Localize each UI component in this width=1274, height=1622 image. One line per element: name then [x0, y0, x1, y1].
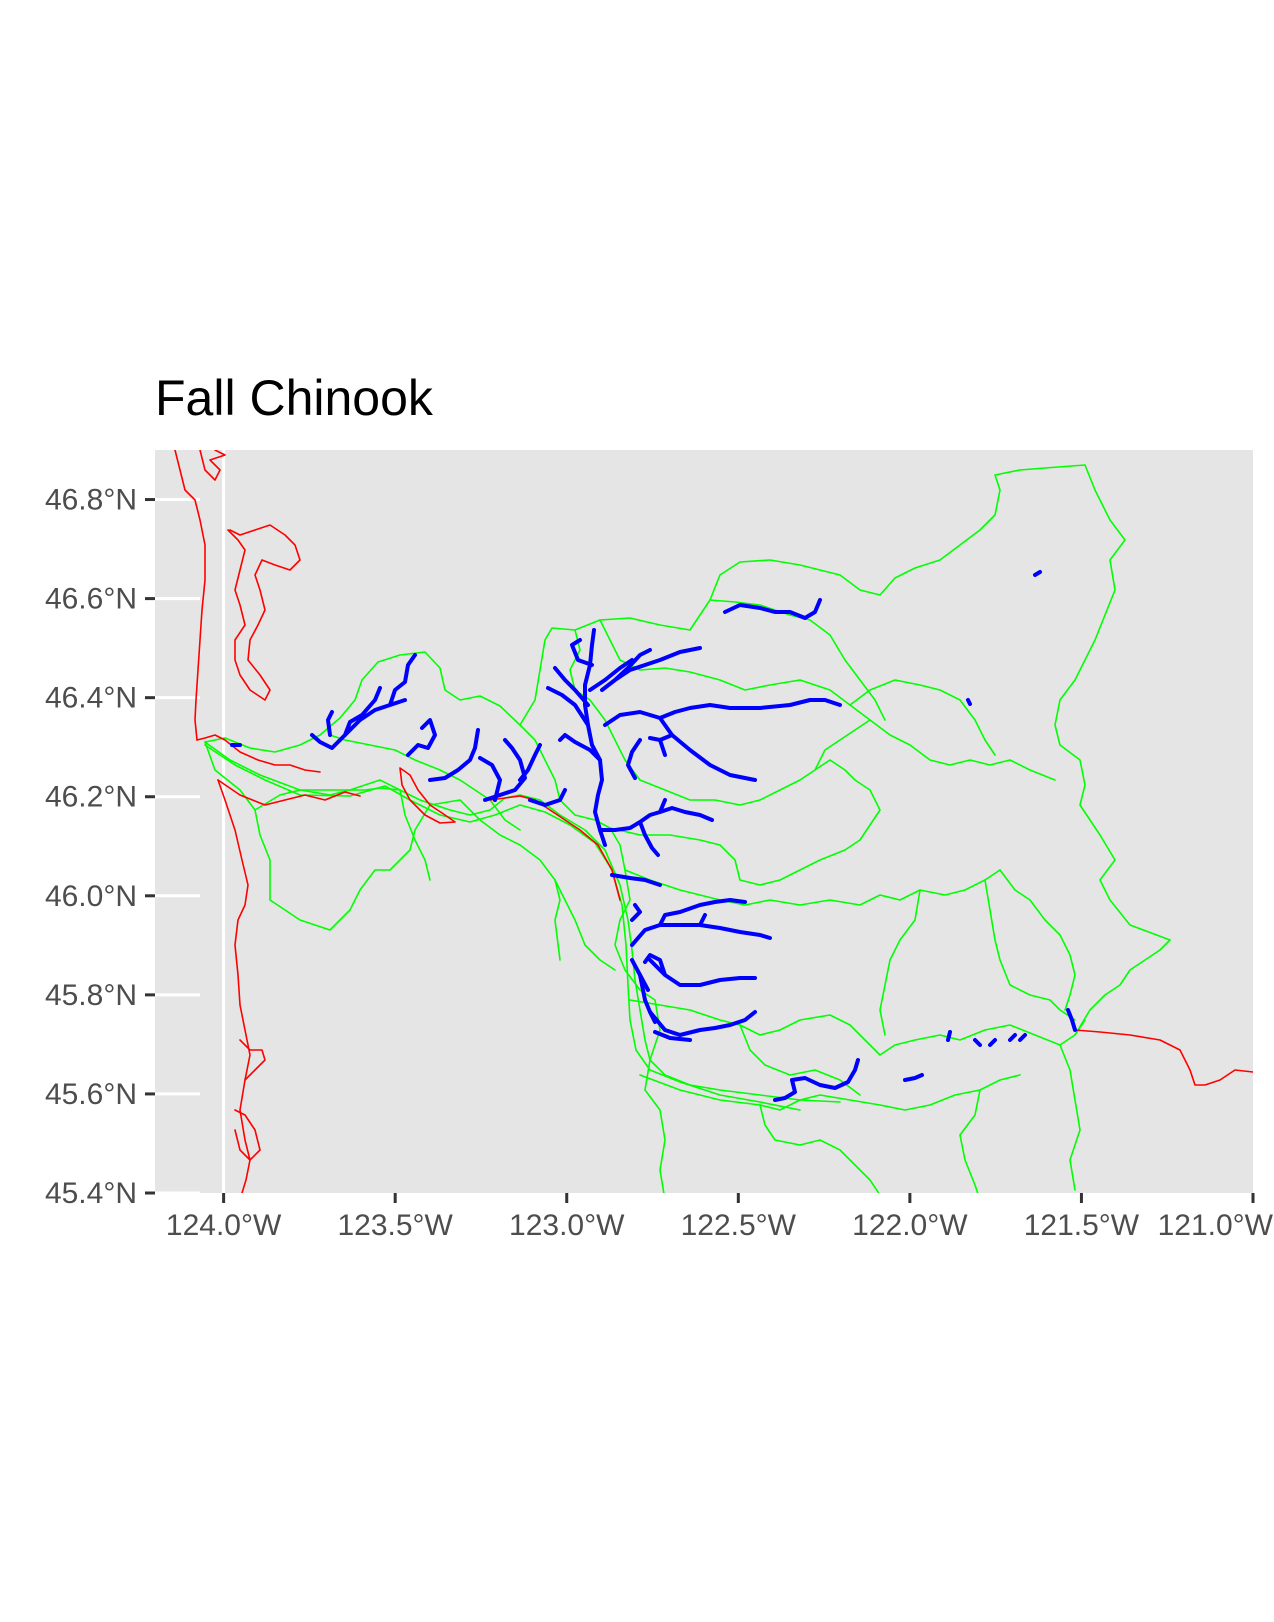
x-axis: 124.0°W 123.5°W 123.0°W 122.5°W 122.0°W 121.5…	[166, 1193, 1274, 1242]
stream-coweeman	[598, 798, 714, 857]
watershed-cowlitz-interior	[569, 629, 1056, 806]
x-tick-label-1: 123.5°W	[337, 1209, 453, 1242]
watershed-boundaries-layer	[204, 464, 1171, 1193]
stream-kalama	[610, 873, 662, 887]
x-tick-label-0: 124.0°W	[166, 1209, 282, 1242]
stream-grays	[310, 653, 417, 750]
watershed-columbia-main-b	[204, 744, 801, 1111]
stream-lewis-west	[630, 958, 650, 992]
y-tick-label-3: 46.2°N	[45, 781, 137, 814]
stream-washougal-west	[653, 1030, 692, 1042]
columbia-east-gorge	[1074, 1029, 1253, 1086]
stream-wind	[1066, 1008, 1077, 1032]
y-tick-label-0: 46.8°N	[45, 484, 137, 517]
y-tick-label-1: 46.6°N	[45, 583, 137, 616]
stream-green-river	[626, 716, 757, 782]
stream-toutle	[600, 646, 702, 692]
gridlines	[155, 450, 226, 1193]
stream-upper-mark-2	[966, 698, 972, 706]
stream-germany-mill	[528, 788, 567, 807]
watershed-hood-river-upper	[1074, 939, 1171, 1036]
watershed-coweeman	[554, 879, 616, 971]
stream-clackamas-small	[903, 1073, 924, 1082]
y-tick-label-6: 45.6°N	[45, 1078, 137, 1111]
watershed-kalama	[609, 759, 881, 886]
stream-gorge-trib-2	[973, 1038, 997, 1047]
watershed-lewis	[624, 869, 1001, 906]
watershed-elochoman	[329, 734, 521, 831]
stream-sandy	[773, 1058, 860, 1102]
stream-elochoman	[406, 718, 480, 782]
columbia-channel-upper	[489, 795, 621, 901]
columbia-island-puget	[399, 767, 456, 824]
y-tick-label-5: 45.8°N	[45, 979, 137, 1012]
watershed-washougal	[629, 999, 1086, 1056]
columbia-estuary-south-shore	[217, 779, 361, 806]
coast-washington-north	[174, 450, 206, 741]
stream-upper-mark-1	[1033, 570, 1042, 577]
coast-columbia-mouth-north	[196, 734, 321, 773]
watershed-willamette-east	[639, 1074, 1021, 1111]
stream-cowlitz-tributaries	[546, 638, 634, 762]
fall-chinook-streams-layer	[230, 570, 1077, 1102]
watershed-cowlitz-west	[519, 724, 666, 1193]
watershed-upper-cowlitz	[709, 599, 996, 756]
watershed-toutle	[599, 619, 871, 721]
stream-washougal	[648, 1010, 757, 1037]
watershed-hood	[959, 1044, 1081, 1193]
watershed-sandy	[759, 1104, 880, 1193]
x-tick-label-2: 123.0°W	[509, 1209, 625, 1242]
map-title: Fall Chinook	[155, 370, 434, 426]
stream-lewis-north	[630, 898, 772, 947]
y-tick-label-2: 46.4°N	[45, 682, 137, 715]
watershed-columbia-main-a	[204, 741, 841, 1103]
coast-willapa-bay	[199, 450, 301, 701]
watershed-clackamas	[739, 1024, 861, 1096]
stream-gorge-trib-1	[946, 1030, 952, 1042]
x-tick-label-5: 121.5°W	[1024, 1209, 1140, 1242]
x-tick-label-6: 121.0°W	[1158, 1209, 1274, 1242]
stream-tilton-cispus	[603, 698, 842, 727]
stream-upper-cowlitz	[723, 598, 822, 620]
watershed-little-white	[999, 869, 1076, 1011]
coast-oregon-bays	[234, 1039, 266, 1161]
watershed-wind-white-salmon	[879, 879, 1076, 1036]
watershed-grays-naselle	[204, 741, 561, 961]
watershed-lower-columbia-north	[204, 464, 1171, 941]
x-tick-label-4: 122.0°W	[852, 1209, 968, 1242]
map-panel	[155, 450, 1253, 1193]
stream-gorge-trib-3	[1008, 1033, 1027, 1042]
stream-abernathy	[478, 738, 542, 802]
coastline-layer	[174, 450, 1253, 1193]
x-tick-label-3: 122.5°W	[681, 1209, 797, 1242]
y-axis: 46.8°N 46.6°N 46.4°N 46.2°N 46.0°N 45.8°N 45.6…	[45, 484, 155, 1210]
y-tick-label-7: 45.4°N	[45, 1177, 137, 1210]
coast-oregon	[217, 779, 251, 1193]
y-tick-label-4: 46.0°N	[45, 880, 137, 913]
